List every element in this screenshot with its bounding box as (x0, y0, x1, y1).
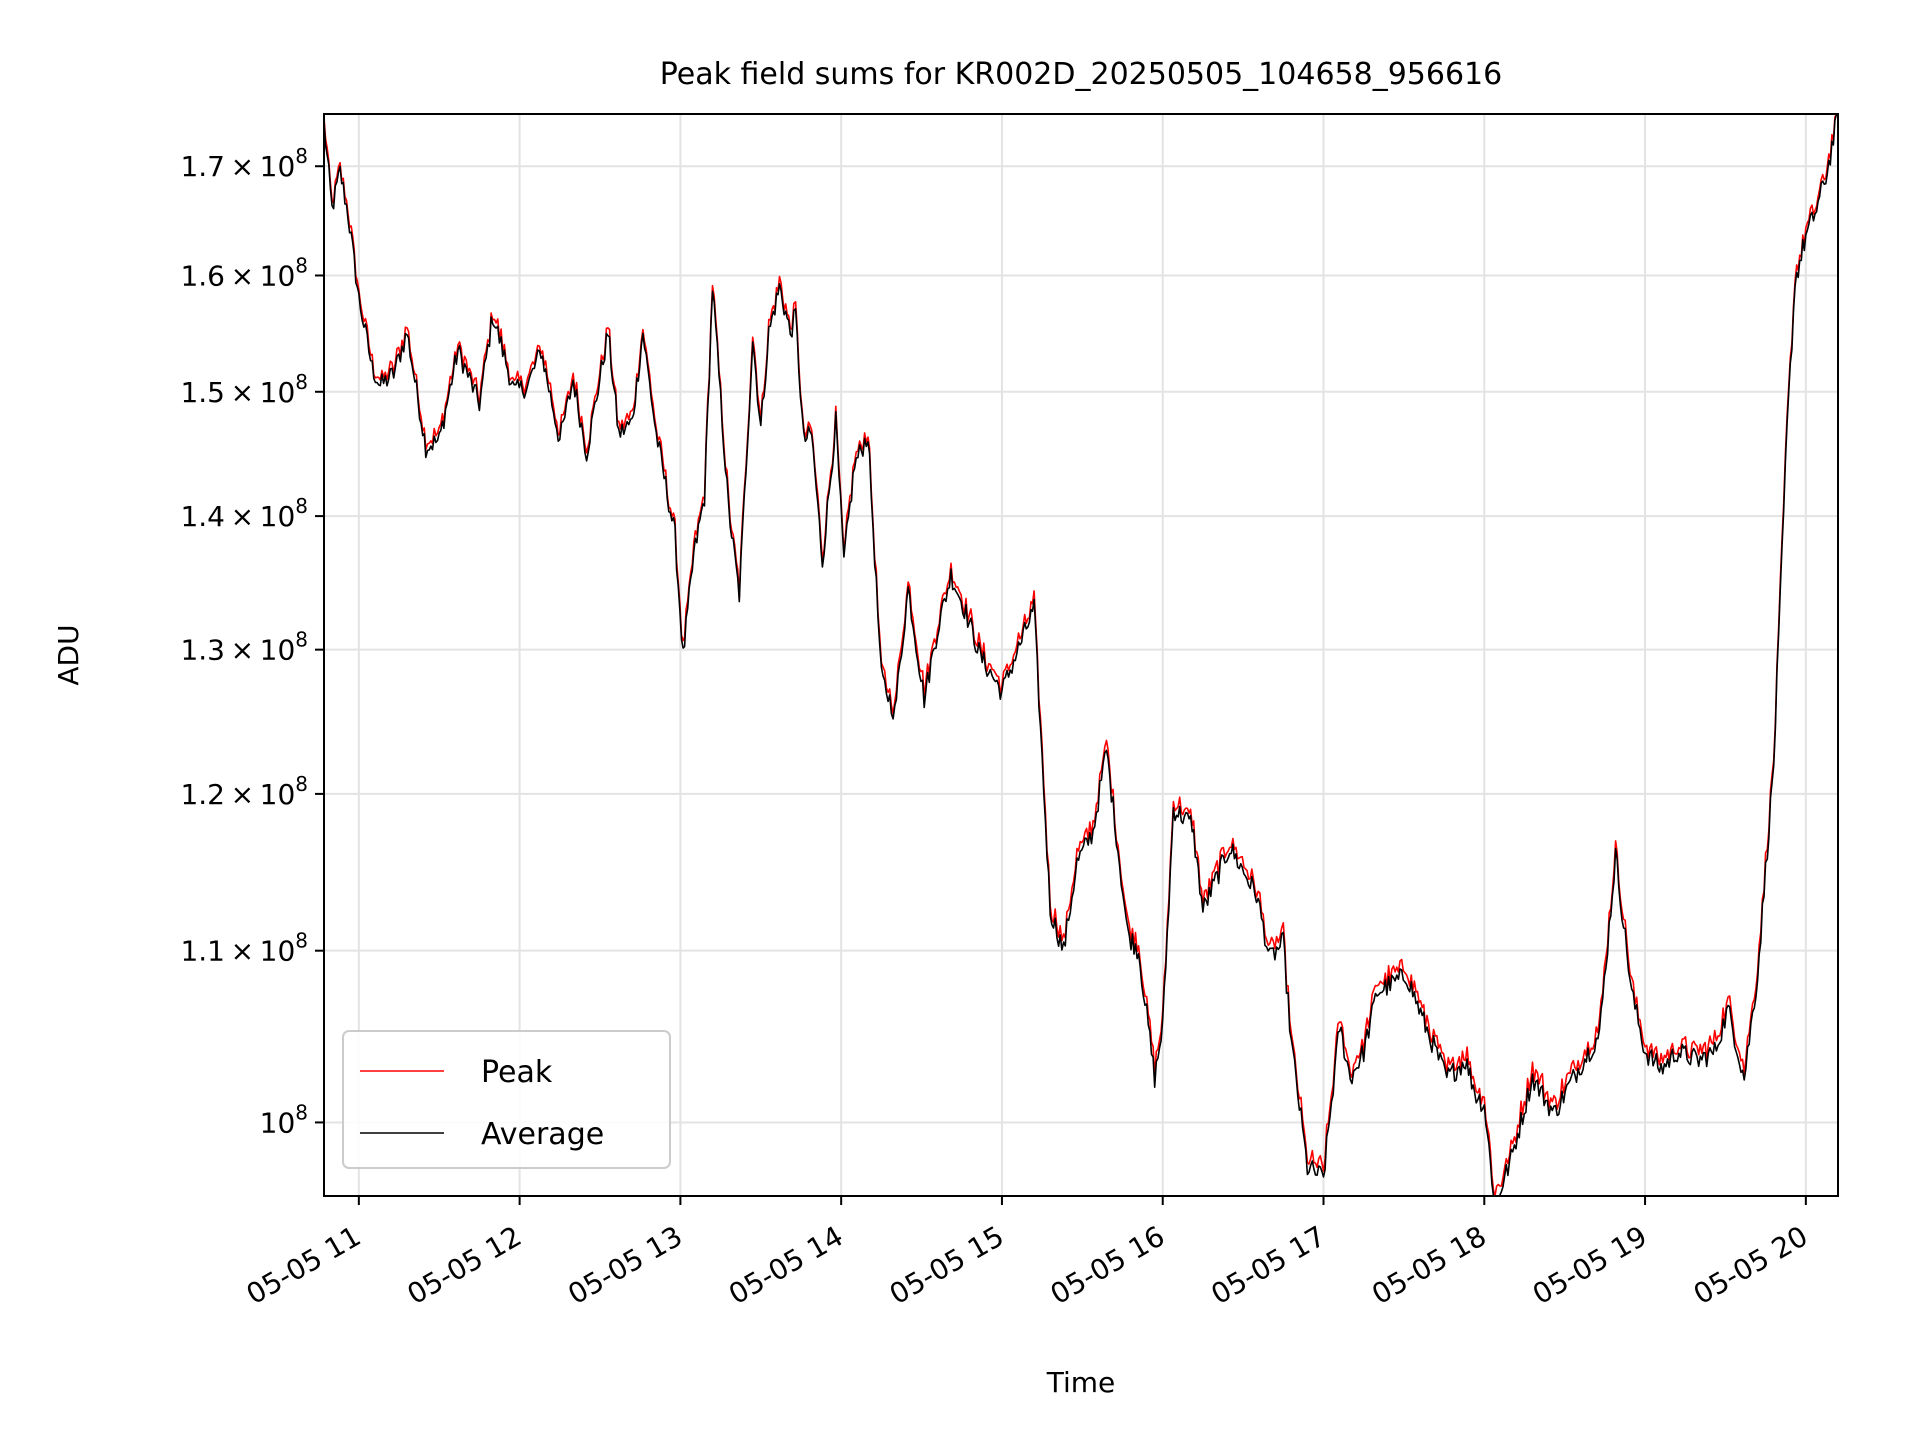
y-tick-label: 1.7 × 108 (180, 144, 308, 183)
x-tick-label: 05-05 11 (241, 1219, 367, 1311)
x-tick-label: 05-05 13 (562, 1219, 688, 1311)
legend-label-peak: Peak (481, 1055, 553, 1090)
chart-title: Peak field sums for KR002D_20250505_1046… (660, 57, 1502, 92)
y-tick-label: 1.2 × 108 (180, 772, 308, 811)
x-tick-label: 05-05 16 (1045, 1219, 1171, 1311)
series-lines (323, 113, 1838, 1197)
x-axis-label: Time (1046, 1366, 1116, 1399)
x-tick-label: 05-05 14 (723, 1219, 849, 1311)
y-axis-label: ADU (52, 624, 85, 685)
y-tick-label: 1.6 × 108 (180, 253, 308, 292)
y-tick-label: 1.4 × 108 (180, 494, 308, 533)
x-tick-label: 05-05 17 (1205, 1219, 1331, 1311)
x-tick-label: 05-05 12 (402, 1219, 528, 1311)
legend-label-average: Average (481, 1117, 604, 1152)
series-line-average (323, 113, 1838, 1197)
legend: Peak Average (342, 1030, 671, 1169)
y-tick-label: 108 (260, 1100, 308, 1139)
x-tick-label: 05-05 18 (1366, 1219, 1492, 1311)
x-tick-label: 05-05 15 (884, 1219, 1010, 1311)
plot-frame (323, 113, 1839, 1197)
y-tick-label: 1.1 × 108 (180, 929, 308, 968)
x-tick-label: 05-05 20 (1688, 1219, 1814, 1311)
y-tick-label: 1.5 × 108 (180, 370, 308, 409)
x-tick-label: 05-05 19 (1527, 1219, 1653, 1311)
y-tick-label: 1.3 × 108 (180, 628, 308, 667)
y-axis-ticks: 108 1.1 × 108 1.2 × 108 1.3 × 108 1.4 × 108 1… (180, 144, 324, 1139)
x-axis-ticks: 05-05 11 05-05 12 05-05 13 05-05 14 05-05 15… (241, 1196, 1814, 1311)
